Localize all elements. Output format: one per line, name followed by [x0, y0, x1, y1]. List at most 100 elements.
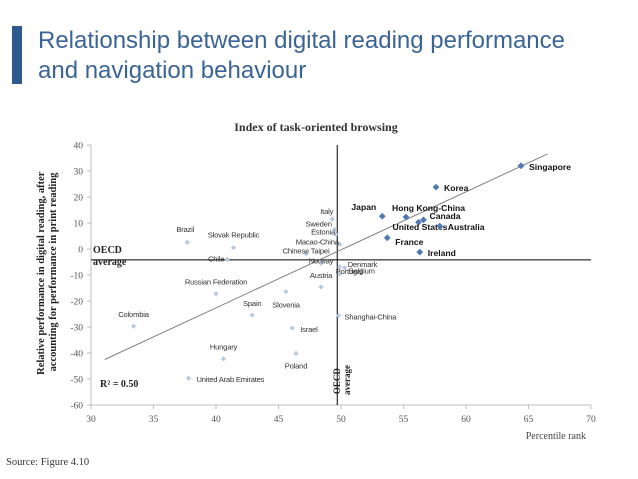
y-tick-label: -50: [70, 376, 83, 386]
data-point-label: Japan: [351, 202, 376, 212]
data-point: [224, 256, 230, 262]
data-point: [213, 291, 219, 297]
y-tick-label: 20: [74, 194, 84, 204]
y-tick-label: 40: [74, 142, 84, 152]
data-point: [436, 222, 444, 230]
x-tick-label: 70: [586, 415, 596, 425]
source-note: Source: Figure 4.10: [6, 457, 90, 468]
x-tick-label: 55: [399, 415, 409, 425]
title-accent-bar: [12, 26, 22, 84]
y-axis-label-line-2: accounting for performance in print read…: [48, 172, 59, 372]
oecd-v-label-line-1: OECD: [332, 368, 342, 395]
data-point: [249, 312, 255, 318]
data-point: [333, 231, 339, 238]
data-point-label: Belgium: [349, 267, 375, 276]
data-point-label: Hungary: [210, 343, 238, 352]
data-point: [337, 264, 343, 270]
data-point-label: Austria: [310, 271, 333, 280]
x-tick-label: 50: [336, 415, 346, 425]
x-tick-label: 60: [461, 415, 471, 425]
x-tick-label: 65: [524, 415, 534, 425]
data-point: [415, 218, 422, 226]
data-point: [329, 216, 335, 222]
data-point-label: Chinese Taipei: [283, 247, 330, 256]
slide-title: Relationship between digital reading per…: [38, 26, 628, 86]
data-point: [220, 356, 227, 362]
data-point-label: Slovenia: [272, 301, 301, 310]
y-tick-label: -60: [70, 402, 83, 412]
data-point: [517, 162, 525, 170]
data-point-label: Sweden: [306, 220, 332, 229]
data-point-label: Spain: [243, 299, 261, 308]
data-point: [332, 226, 338, 233]
r-squared-label: R² = 0.50: [100, 379, 138, 390]
data-point-label: France: [395, 237, 423, 247]
y-axis-label-line-1: Relative performance in digital reading,…: [36, 171, 47, 375]
oecd-h-label-line-2: average: [93, 257, 127, 268]
data-point: [432, 183, 440, 191]
data-point: [130, 323, 137, 329]
x-axis-label: Percentile rank: [526, 431, 586, 442]
slide-title-line-2: and navigation behaviour: [38, 57, 307, 84]
data-point: [337, 241, 343, 247]
data-point-label: Slovak Republic: [208, 231, 260, 240]
oecd-v-label-line-2: average: [342, 365, 352, 395]
x-tick-label: 30: [86, 415, 96, 425]
oecd-h-label-line-1: OECD: [93, 245, 122, 256]
data-point-label: Poland: [285, 362, 307, 371]
data-point-label: United States: [393, 222, 448, 232]
data-point-label: Denmark: [348, 260, 378, 269]
x-tick-label: 40: [211, 415, 221, 425]
data-point: [416, 248, 424, 256]
data-point-label: Chile: [208, 254, 224, 263]
data-point-label: Colombia: [118, 310, 149, 319]
plot-area: -60 -50 -40 -30 -20 -10 0 10 20 30 40 30 35 40 45 50 55 6…: [70, 142, 596, 426]
data-point-label: Italy: [320, 207, 333, 216]
y-tick-label: -40: [70, 350, 83, 360]
data-point-label: Hong Kong-China: [392, 203, 465, 213]
data-point-label: Canada: [430, 211, 461, 221]
y-tick-label: -10: [70, 272, 83, 282]
y-tick-label: -20: [70, 298, 83, 308]
data-point: [335, 312, 342, 319]
y-tick-label: 30: [74, 168, 84, 178]
data-point: [293, 350, 299, 357]
oecd-average-horizontal-label: OECD average: [93, 245, 127, 268]
y-axis-label: Relative performance in digital reading,…: [36, 169, 59, 375]
trend-line: [104, 153, 548, 360]
chart-title: Index of task-oriented browsing: [234, 120, 397, 134]
data-point-label: Brazil: [176, 225, 194, 234]
data-point-label: Estonia: [311, 227, 336, 236]
data-point: [337, 271, 343, 277]
x-tick-label: 45: [274, 415, 284, 425]
y-tick-label: 0: [78, 246, 83, 256]
data-point: [185, 375, 192, 381]
data-point-label: Shanghai-China: [345, 313, 398, 322]
data-point: [383, 234, 391, 242]
data-point-label: Portugal: [336, 267, 363, 276]
data-point-label: Australia: [448, 222, 485, 232]
data-point-label: United Arab Emirates: [197, 375, 265, 384]
data-point-label: Macao-China: [296, 237, 340, 246]
x-tick-label: 35: [149, 415, 159, 425]
data-point: [303, 251, 309, 257]
data-point-label: Korea: [444, 183, 469, 193]
data-point: [318, 260, 324, 266]
oecd-average-vertical-label: OECD average: [332, 365, 352, 395]
slide-title-line-1: Relationship between digital reading per…: [38, 27, 565, 54]
data-point: [230, 245, 237, 251]
y-tick-label: 10: [74, 220, 84, 230]
data-point: [342, 265, 348, 271]
data-point: [378, 212, 386, 220]
data-point: [184, 239, 190, 245]
data-point-label: Russian Federation: [185, 278, 247, 287]
data-point-label: Israel: [300, 325, 318, 334]
data-point: [283, 289, 289, 295]
data-point: [318, 284, 324, 290]
data-point: [420, 216, 427, 224]
data-point: [289, 325, 295, 331]
data-point-label: Ireland: [428, 248, 456, 258]
data-point-label: Norway: [309, 256, 334, 265]
data-point: [402, 213, 410, 221]
